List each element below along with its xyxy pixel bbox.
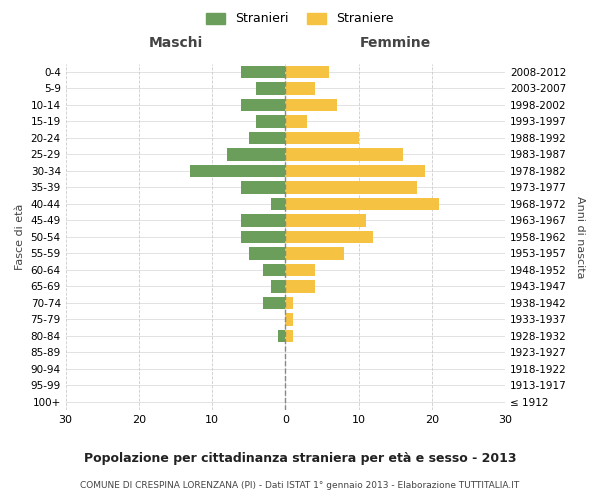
Bar	[271, 198, 286, 210]
Bar	[286, 247, 344, 260]
Bar	[286, 280, 314, 292]
Bar	[241, 98, 286, 111]
Bar	[241, 230, 286, 243]
Bar	[286, 98, 337, 111]
Y-axis label: Fasce di età: Fasce di età	[15, 204, 25, 270]
Bar	[286, 214, 366, 226]
Bar	[241, 66, 286, 78]
Bar	[227, 148, 286, 160]
Bar	[286, 148, 403, 160]
Bar	[286, 330, 293, 342]
Bar	[278, 330, 286, 342]
Bar	[263, 264, 286, 276]
Text: Maschi: Maschi	[148, 36, 203, 51]
Bar	[286, 132, 359, 144]
Bar	[249, 132, 286, 144]
Bar	[256, 115, 286, 128]
Bar	[286, 264, 314, 276]
Bar	[286, 164, 425, 177]
Bar	[241, 181, 286, 194]
Bar	[286, 230, 373, 243]
Bar	[249, 247, 286, 260]
Text: COMUNE DI CRESPINA LORENZANA (PI) - Dati ISTAT 1° gennaio 2013 - Elaborazione TU: COMUNE DI CRESPINA LORENZANA (PI) - Dati…	[80, 481, 520, 490]
Legend: Stranieri, Straniere: Stranieri, Straniere	[200, 6, 400, 32]
Bar	[263, 296, 286, 309]
Bar	[286, 181, 417, 194]
Y-axis label: Anni di nascita: Anni di nascita	[575, 196, 585, 278]
Bar	[241, 214, 286, 226]
Bar	[286, 82, 314, 94]
Bar	[286, 313, 293, 326]
Text: Popolazione per cittadinanza straniera per età e sesso - 2013: Popolazione per cittadinanza straniera p…	[84, 452, 516, 465]
Text: Femmine: Femmine	[359, 36, 431, 51]
Bar	[286, 115, 307, 128]
Bar	[256, 82, 286, 94]
Bar	[286, 198, 439, 210]
Bar	[271, 280, 286, 292]
Bar	[190, 164, 286, 177]
Bar	[286, 296, 293, 309]
Bar	[286, 66, 329, 78]
